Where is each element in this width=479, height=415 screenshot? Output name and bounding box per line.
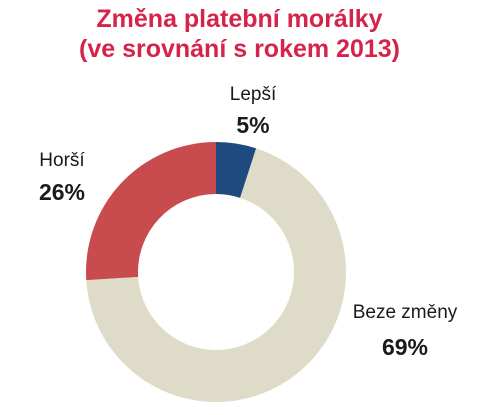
donut-slice-lepší [216, 142, 257, 198]
chart-title-line1: Změna platební morálky [96, 5, 383, 33]
donut-labels: Lepší 5% Beze změny 69% Horší 26% [39, 84, 458, 360]
donut-slice-beze-změny [86, 148, 346, 402]
slice-label-0: Lepší [230, 84, 277, 105]
slice-value-0: 5% [236, 112, 269, 138]
chart-title-line2: (ve srovnání s rokem 2013) [79, 35, 400, 63]
donut-slices [85, 142, 346, 402]
donut-slice-horší [85, 142, 216, 281]
slice-label-2: Horší [39, 150, 85, 171]
slice-value-1: 69% [382, 334, 428, 360]
slice-value-2: 26% [39, 179, 85, 205]
slice-label-1: Beze změny [353, 302, 458, 323]
